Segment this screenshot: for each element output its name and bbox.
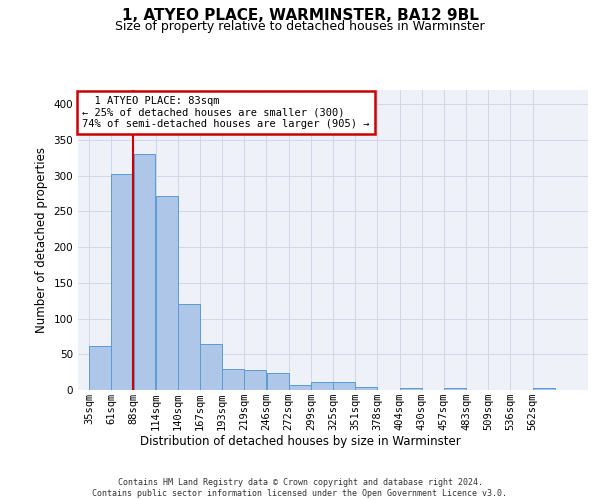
Y-axis label: Number of detached properties: Number of detached properties <box>35 147 48 333</box>
Bar <box>289 385 311 390</box>
Text: 1, ATYEO PLACE, WARMINSTER, BA12 9BL: 1, ATYEO PLACE, WARMINSTER, BA12 9BL <box>122 8 478 22</box>
Bar <box>355 387 377 390</box>
Bar <box>400 388 422 390</box>
Bar <box>156 196 178 390</box>
Bar <box>222 370 244 390</box>
Bar <box>89 346 111 390</box>
Text: Contains HM Land Registry data © Crown copyright and database right 2024.
Contai: Contains HM Land Registry data © Crown c… <box>92 478 508 498</box>
Bar <box>444 388 466 390</box>
Text: 1 ATYEO PLACE: 83sqm
← 25% of detached houses are smaller (300)
74% of semi-deta: 1 ATYEO PLACE: 83sqm ← 25% of detached h… <box>82 96 370 129</box>
Bar <box>134 154 155 390</box>
Bar <box>311 382 333 390</box>
Bar <box>533 388 554 390</box>
Bar <box>112 174 133 390</box>
Bar <box>266 373 289 390</box>
Bar <box>333 382 355 390</box>
Text: Distribution of detached houses by size in Warminster: Distribution of detached houses by size … <box>140 435 460 448</box>
Bar <box>200 344 222 390</box>
Bar <box>178 304 200 390</box>
Bar <box>244 370 266 390</box>
Text: Size of property relative to detached houses in Warminster: Size of property relative to detached ho… <box>115 20 485 33</box>
